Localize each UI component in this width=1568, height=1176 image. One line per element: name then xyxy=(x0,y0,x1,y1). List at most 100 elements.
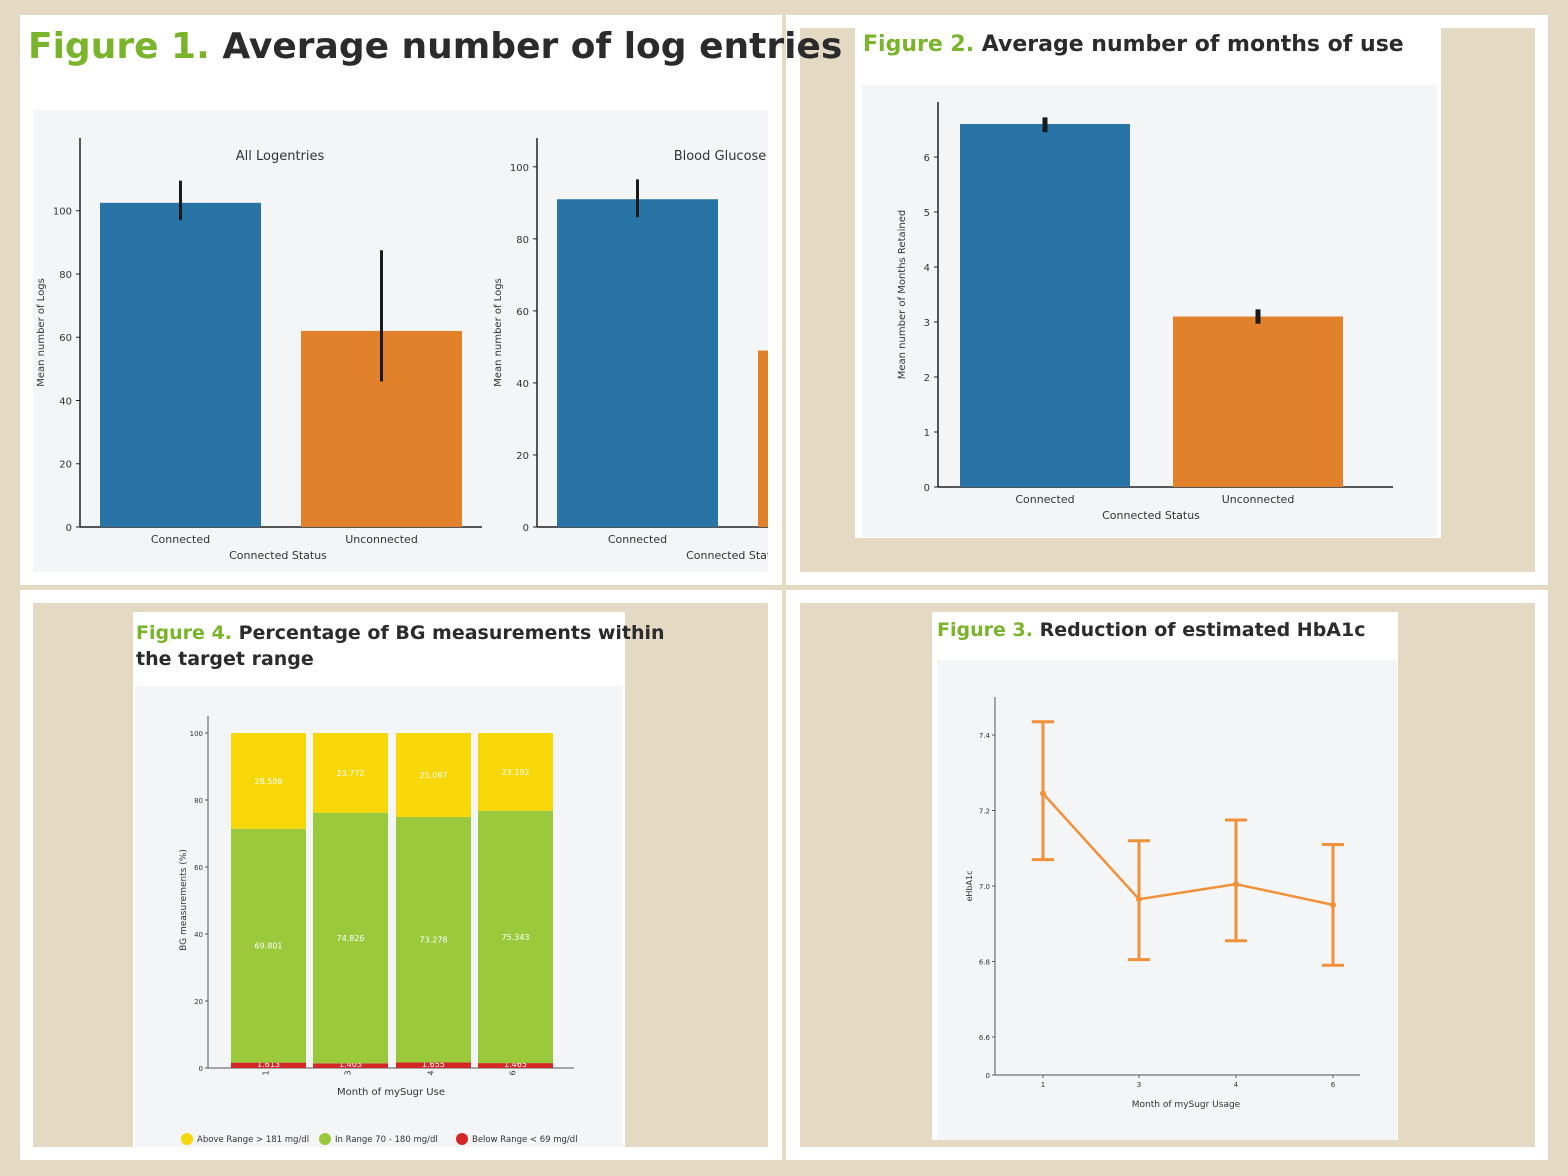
y-tick-label: 0 xyxy=(523,523,529,534)
y-tick-label: 3 xyxy=(924,318,930,329)
subplot-title: All Logentries xyxy=(236,149,325,164)
figure1-title-text: Average number of log entries xyxy=(222,26,843,67)
data-line xyxy=(1042,792,1334,907)
y-tick-label: 40 xyxy=(194,931,203,939)
x-tick-label: Unconnected xyxy=(345,533,418,546)
bar-connected xyxy=(960,124,1130,487)
x-axis-label: Connected Status xyxy=(1102,509,1200,522)
x-tick-label: 6 xyxy=(1331,1081,1336,1089)
bar-segment xyxy=(396,1062,471,1068)
x-tick-label: Connected xyxy=(151,533,210,546)
data-label: 1.655 xyxy=(422,1060,445,1069)
y-axis-label: Mean number of Months Retained xyxy=(897,210,908,380)
y-tick-label: 4 xyxy=(924,263,930,274)
bar-segment xyxy=(478,733,553,811)
data-label: 1.465 xyxy=(504,1060,527,1069)
y-tick-label: 7.2 xyxy=(979,808,990,816)
figure3-plot-area xyxy=(937,660,1397,1140)
y-tick-label: 60 xyxy=(59,333,72,344)
x-tick-label: 1 xyxy=(1041,1081,1045,1089)
y-axis-label: eHbA1c xyxy=(965,871,974,902)
figure4-title-line1: Percentage of BG measurements within xyxy=(238,622,665,644)
bar-segment xyxy=(478,810,553,1064)
chart-all-logentries: 0 20 40 60 80 100 Connected Unconnected Connecte… xyxy=(36,138,482,562)
y-tick-label: 80 xyxy=(59,270,72,281)
bar-unconnected xyxy=(758,350,768,527)
x-axis-label: Connected Status xyxy=(686,549,784,562)
bar-segment xyxy=(478,1063,553,1068)
bar-segment xyxy=(231,1062,306,1068)
subplot-title: Blood Glucose xyxy=(674,149,767,164)
y-tick-label: 100 xyxy=(53,207,72,218)
y-tick-label: 100 xyxy=(190,730,203,738)
y-tick-label: 0 xyxy=(924,483,930,494)
data-label: 25.067 xyxy=(420,771,448,780)
figure2-title: Figure 2. Average number of months of us… xyxy=(863,32,1404,57)
y-tick-label: 60 xyxy=(516,307,529,318)
y-tick-label: 7.4 xyxy=(979,732,991,740)
figure4-title-line2: the target range xyxy=(136,648,314,670)
bar-segment xyxy=(313,812,388,1064)
figure1-title: Figure 1. Average number of log entries xyxy=(28,26,842,67)
y-tick-label: 6.8 xyxy=(979,959,990,967)
bar-segment xyxy=(313,733,388,813)
y-tick-label: 0 xyxy=(199,1065,203,1073)
data-label: 28.586 xyxy=(255,777,283,786)
y-tick-label: 40 xyxy=(59,396,72,407)
figure3-title: Figure 3. Reduction of estimated HbA1c xyxy=(937,619,1365,641)
data-label: 23.192 xyxy=(502,768,530,777)
data-label: 74.826 xyxy=(337,934,365,943)
legend-label: In Range 70 - 180 mg/dl xyxy=(335,1135,438,1145)
x-axis-label: Month of mySugr Use xyxy=(337,1087,445,1098)
y-axis-label: Mean number of Logs xyxy=(36,278,47,387)
chart-blood-glucose: 0 20 40 60 80 100 Connected Unconnected Connecte… xyxy=(493,138,875,562)
figure2-number: Figure 2. xyxy=(863,32,975,57)
x-tick-label: Connected xyxy=(608,533,667,546)
bar-segment xyxy=(231,733,306,829)
data-label: 75.343 xyxy=(502,933,530,942)
y-axis-label: BG measurements (%) xyxy=(179,849,189,951)
chart-ehba1c: 0 6.6 6.8 7.0 7.2 7.4 1 3 4 6 Month of mySugr Usag… xyxy=(965,697,1360,1110)
data-label: 1.613 xyxy=(257,1060,280,1069)
data-label: 1.403 xyxy=(339,1060,362,1069)
y-tick-label: 7.0 xyxy=(979,883,990,891)
bar-segment xyxy=(396,733,471,817)
data-point xyxy=(1040,790,1046,797)
bar-segment xyxy=(231,828,306,1063)
y-tick-label: 1 xyxy=(924,428,930,439)
figure1-number: Figure 1. xyxy=(28,26,210,67)
x-tick-label: 6 xyxy=(509,1070,518,1075)
y-tick-label: 80 xyxy=(194,797,203,805)
x-tick-label: 4 xyxy=(427,1070,436,1075)
y-tick-label: 20 xyxy=(194,998,203,1006)
data-label: 69.801 xyxy=(255,942,283,951)
chart-bg-target-range: 0 20 40 60 80 100 1.613 69.801 28.586 1 1.403 74.82… xyxy=(179,716,578,1145)
data-point xyxy=(1136,896,1142,903)
bar-connected xyxy=(557,199,718,527)
legend-marker xyxy=(319,1133,331,1145)
legend-marker xyxy=(181,1133,193,1145)
x-tick-label: Connected xyxy=(1015,493,1074,506)
y-tick-label: 80 xyxy=(516,235,529,246)
y-tick-label: 5 xyxy=(924,208,930,219)
x-tick-label: 4 xyxy=(1234,1081,1239,1089)
data-point xyxy=(1233,881,1239,888)
legend-label: Above Range > 181 mg/dl xyxy=(197,1135,309,1145)
x-tick-label: 1 xyxy=(262,1070,271,1075)
bar-segment xyxy=(396,816,471,1063)
y-tick-label: 20 xyxy=(59,460,72,471)
y-tick-label: 2 xyxy=(924,373,930,384)
x-tick-label: Unconnected xyxy=(802,533,875,546)
legend-label: Below Range < 69 mg/dl xyxy=(472,1135,578,1145)
data-point xyxy=(1330,901,1336,908)
y-tick-label: 0 xyxy=(66,523,72,534)
y-tick-label: 40 xyxy=(516,379,529,390)
x-tick-label: 3 xyxy=(344,1070,353,1075)
chart-months-of-use: 0 1 2 3 4 5 6 Connected Unconnected Connected Sta… xyxy=(897,102,1393,522)
figure4-title: Figure 4. Percentage of BG measurements … xyxy=(136,620,665,672)
figure3-number: Figure 3. xyxy=(937,619,1033,641)
x-axis-label: Connected Status xyxy=(229,549,327,562)
figure4-number: Figure 4. xyxy=(136,622,232,644)
bar-connected xyxy=(100,202,261,528)
